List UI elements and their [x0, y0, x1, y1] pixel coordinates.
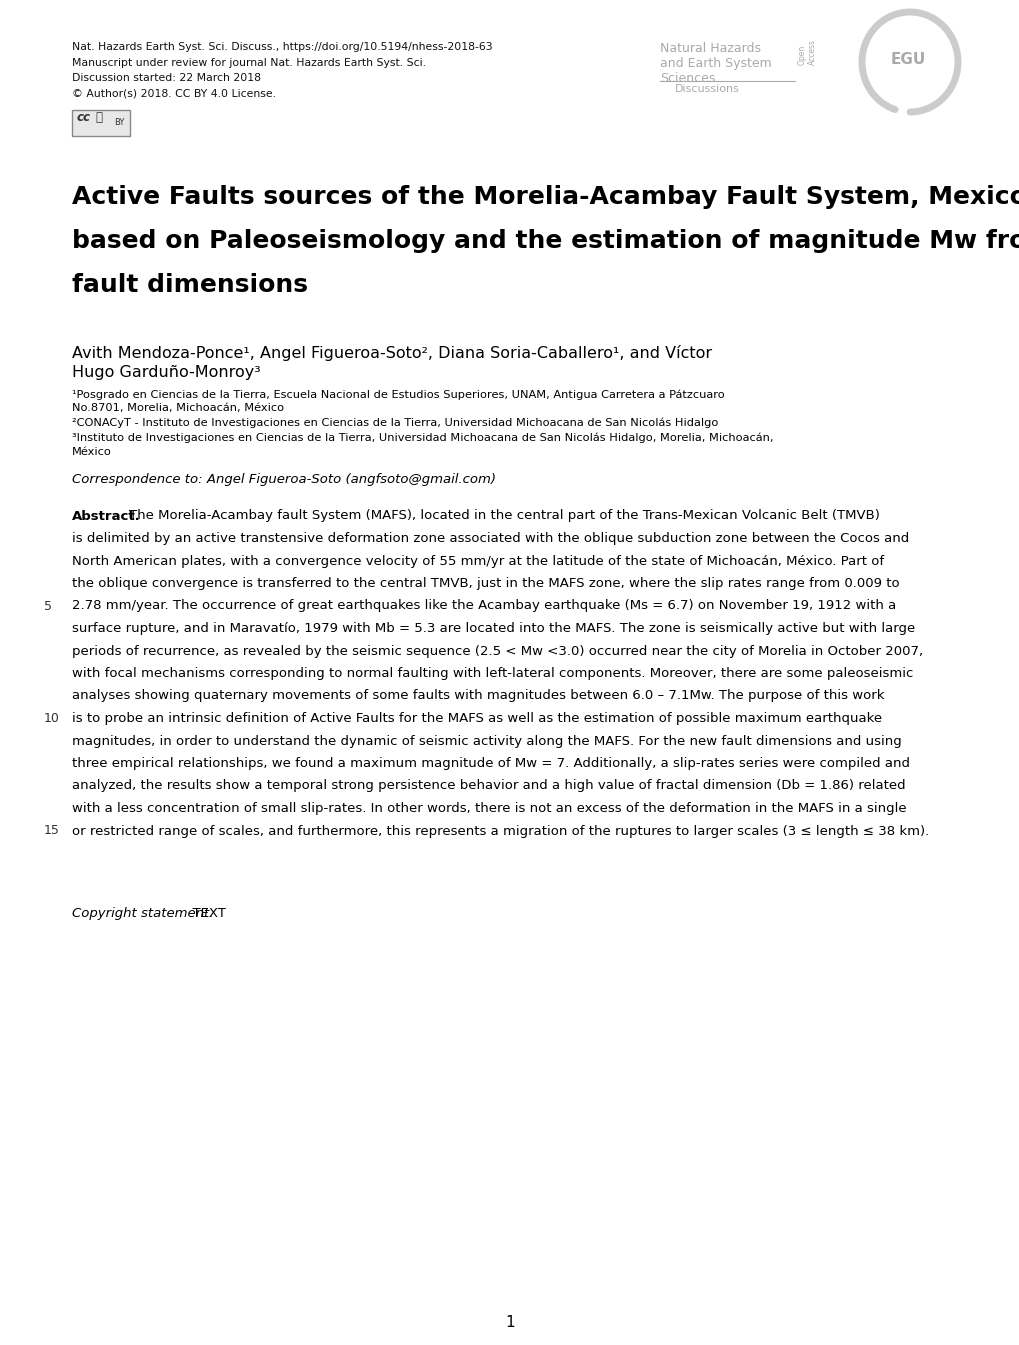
Text: and Earth System: and Earth System: [659, 56, 771, 70]
Text: cc: cc: [76, 112, 91, 124]
Text: México: México: [72, 447, 112, 457]
Text: © Author(s) 2018. CC BY 4.0 License.: © Author(s) 2018. CC BY 4.0 License.: [72, 89, 276, 98]
Text: with a less concentration of small slip-rates. In other words, there is not an e: with a less concentration of small slip-…: [72, 802, 906, 815]
Text: Discussion started: 22 March 2018: Discussion started: 22 March 2018: [72, 73, 261, 83]
Text: North American plates, with a convergence velocity of 55 mm/yr at the latitude o: North American plates, with a convergenc…: [72, 554, 883, 568]
Text: ¹Posgrado en Ciencias de la Tierra, Escuela Nacional de Estudios Superiores, UNA: ¹Posgrado en Ciencias de la Tierra, Escu…: [72, 389, 725, 399]
Text: The Morelia-Acambay fault System (MAFS), located in the central part of the Tran: The Morelia-Acambay fault System (MAFS),…: [128, 510, 879, 522]
Bar: [72, 110, 129, 136]
Text: analyzed, the results show a temporal strong persistence behavior and a high val: analyzed, the results show a temporal st…: [72, 780, 905, 792]
Text: 5: 5: [44, 600, 52, 612]
Text: 2.78 mm/year. The occurrence of great earthquakes like the Acambay earthquake (M: 2.78 mm/year. The occurrence of great ea…: [72, 600, 896, 612]
Text: the oblique convergence is transferred to the central TMVB, just in the MAFS zon: the oblique convergence is transferred t…: [72, 577, 899, 590]
Text: Copyright statement.: Copyright statement.: [72, 907, 213, 920]
Text: Active Faults sources of the Morelia-Acambay Fault System, Mexico: Active Faults sources of the Morelia-Aca…: [72, 186, 1019, 208]
Text: surface rupture, and in Maravatío, 1979 with Mb = 5.3 are located into the MAFS.: surface rupture, and in Maravatío, 1979 …: [72, 621, 914, 635]
Text: fault dimensions: fault dimensions: [72, 273, 308, 297]
Text: TEXT: TEXT: [183, 907, 225, 920]
Text: periods of recurrence, as revealed by the seismic sequence (2.5 < Mw <3.0) occur: periods of recurrence, as revealed by th…: [72, 644, 922, 658]
Text: EGU: EGU: [890, 51, 924, 66]
Text: is delimited by an active transtensive deformation zone associated with the obli: is delimited by an active transtensive d…: [72, 533, 908, 545]
Text: Sciences: Sciences: [659, 73, 714, 85]
Text: three empirical relationships, we found a maximum magnitude of Mw = 7. Additiona: three empirical relationships, we found …: [72, 757, 909, 769]
Text: magnitudes, in order to understand the dynamic of seismic activity along the MAF: magnitudes, in order to understand the d…: [72, 734, 901, 748]
Text: ³Instituto de Investigaciones en Ciencias de la Tierra, Universidad Michoacana d: ³Instituto de Investigaciones en Ciencia…: [72, 433, 772, 443]
Text: Natural Hazards: Natural Hazards: [659, 42, 760, 55]
Text: based on Paleoseismology and the estimation of magnitude Mw from: based on Paleoseismology and the estimat…: [72, 229, 1019, 253]
Text: Correspondence to: Angel Figueroa-Soto (angfsoto@gmail.com): Correspondence to: Angel Figueroa-Soto (…: [72, 473, 495, 487]
Text: ²CONACyT - Instituto de Investigaciones en Ciencias de la Tierra, Universidad Mi: ²CONACyT - Instituto de Investigaciones …: [72, 418, 717, 429]
Text: Open
Access: Open Access: [797, 39, 816, 65]
Text: No.8701, Morelia, Michoacán, México: No.8701, Morelia, Michoacán, México: [72, 404, 284, 413]
Text: Abstract.: Abstract.: [72, 510, 141, 522]
Text: Manuscript under review for journal Nat. Hazards Earth Syst. Sci.: Manuscript under review for journal Nat.…: [72, 58, 426, 67]
Text: Avith Mendoza-Ponce¹, Angel Figueroa-Soto², Diana Soria-Caballero¹, and Víctor: Avith Mendoza-Ponce¹, Angel Figueroa-Sot…: [72, 346, 711, 360]
Text: or restricted range of scales, and furthermore, this represents a migration of t: or restricted range of scales, and furth…: [72, 824, 928, 838]
Text: Nat. Hazards Earth Syst. Sci. Discuss., https://doi.org/10.5194/nhess-2018-63: Nat. Hazards Earth Syst. Sci. Discuss., …: [72, 42, 492, 52]
Text: Hugo Garduño-Monroy³: Hugo Garduño-Monroy³: [72, 364, 261, 381]
Text: 15: 15: [44, 824, 60, 838]
Text: is to probe an intrinsic definition of Active Faults for the MAFS as well as the: is to probe an intrinsic definition of A…: [72, 712, 881, 725]
Text: 10: 10: [44, 712, 60, 725]
Text: ⓘ: ⓘ: [95, 112, 102, 124]
Text: with focal mechanisms corresponding to normal faulting with left-lateral compone: with focal mechanisms corresponding to n…: [72, 667, 912, 681]
Text: analyses showing quaternary movements of some faults with magnitudes between 6.0: analyses showing quaternary movements of…: [72, 690, 883, 702]
Text: 1: 1: [504, 1315, 515, 1330]
Text: Discussions: Discussions: [675, 83, 739, 94]
Text: BY: BY: [114, 118, 124, 126]
